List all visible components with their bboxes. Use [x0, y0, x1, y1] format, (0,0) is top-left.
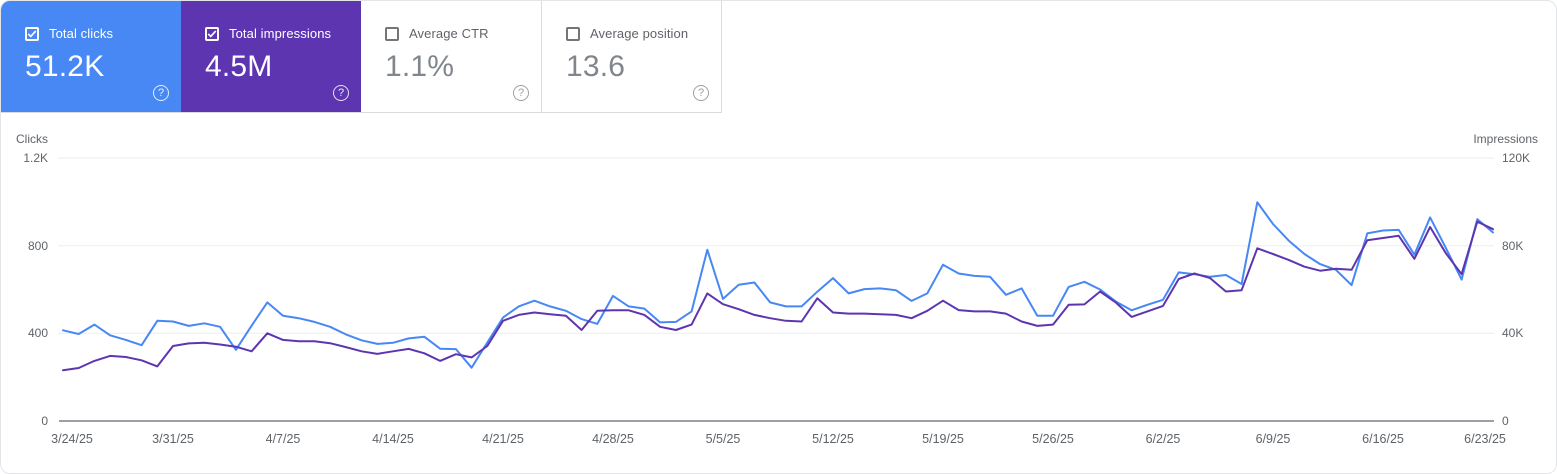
total-impressions-checkbox[interactable]	[205, 26, 219, 41]
gridlines	[58, 157, 1494, 334]
clicks-line	[62, 201, 1494, 369]
axis-tick-label: 40K	[1502, 326, 1524, 341]
average-ctr-checkbox[interactable]	[385, 26, 399, 41]
metric-cards-row: Total clicks 51.2K ? Total impressions 4…	[1, 1, 722, 113]
axis-tick-label: 4/21/25	[482, 432, 524, 446]
total-clicks-card[interactable]: Total clicks 51.2K ?	[1, 1, 181, 112]
axis-tick-label: 6/9/25	[1255, 432, 1291, 446]
axis-tick-label: 4/14/25	[372, 432, 414, 446]
axis-tick-label: 6/23/25	[1464, 432, 1506, 446]
help-icon[interactable]: ?	[513, 85, 529, 101]
card-label: Average position	[590, 26, 689, 41]
axis-tick-label: 6/2/25	[1145, 432, 1181, 446]
axis-tick-label: 0	[41, 414, 48, 428]
help-icon[interactable]: ?	[693, 85, 709, 101]
help-icon[interactable]: ?	[333, 85, 349, 101]
card-label: Total clicks	[49, 26, 114, 41]
axis-tick-label: 1.2K	[23, 151, 48, 165]
right-axis-title: Impressions	[1473, 132, 1538, 146]
checkmark-icon	[27, 30, 37, 38]
card-value: 51.2K	[25, 50, 105, 83]
axis-tick-label: 5/12/25	[812, 432, 854, 446]
axis-tick-label: 4/7/25	[265, 432, 301, 446]
axis-tick-label: 4/28/25	[592, 432, 634, 446]
axis-tick-label: 5/5/25	[705, 432, 741, 446]
axis-tick-label: 0	[1502, 414, 1509, 428]
axis-tick-label: 80K	[1502, 238, 1524, 253]
axis-tick-label: 5/26/25	[1032, 432, 1074, 446]
axis-tick-label: 800	[27, 238, 48, 253]
average-ctr-card[interactable]: Average CTR 1.1% ?	[361, 1, 541, 112]
axis-tick-label: 120K	[1502, 151, 1531, 165]
total-clicks-checkbox[interactable]	[25, 26, 39, 41]
card-value: 4.5M	[205, 50, 273, 83]
card-value: 13.6	[566, 50, 626, 83]
average-position-card[interactable]: Average position 13.6 ?	[541, 1, 721, 112]
axis-tick-label: 3/24/25	[51, 432, 93, 446]
average-position-checkbox[interactable]	[566, 26, 580, 41]
axis-tick-label: 5/19/25	[922, 432, 964, 446]
help-icon[interactable]: ?	[153, 85, 169, 101]
impressions-line	[62, 220, 1494, 372]
checkmark-icon	[207, 30, 217, 38]
axis-tick-label: 3/31/25	[152, 432, 194, 446]
axis-tick-label: 400	[27, 326, 48, 341]
card-label: Total impressions	[229, 26, 332, 41]
card-label: Average CTR	[409, 26, 489, 41]
axis-tick-label: 6/16/25	[1362, 432, 1404, 446]
card-value: 1.1%	[385, 50, 455, 83]
left-axis-title: Clicks	[16, 132, 48, 146]
total-impressions-card[interactable]: Total impressions 4.5M ?	[181, 1, 361, 112]
